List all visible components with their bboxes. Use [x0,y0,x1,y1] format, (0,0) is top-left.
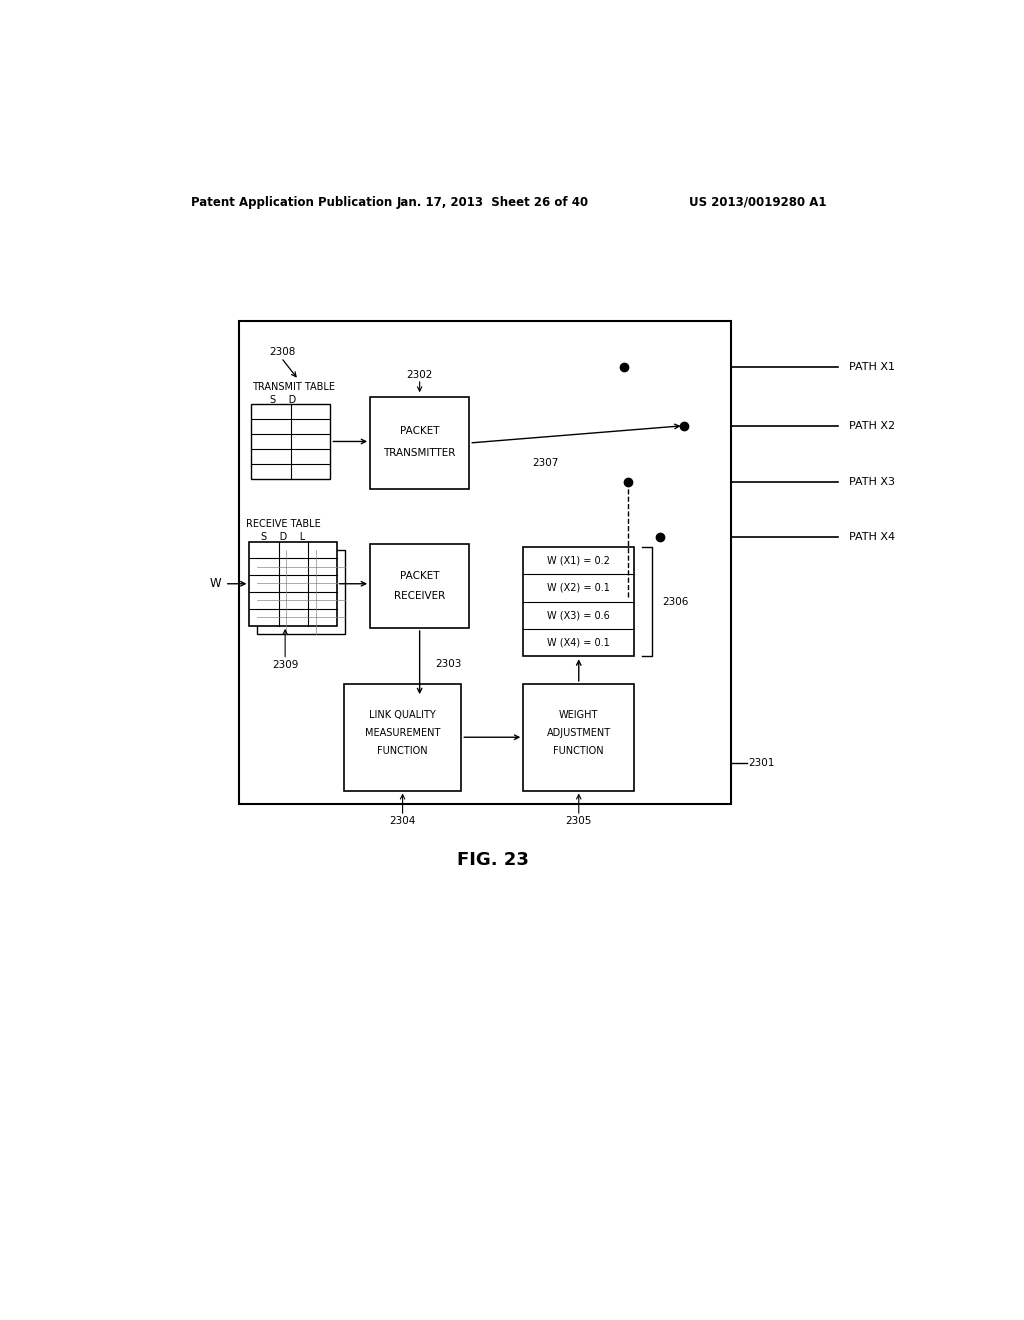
Text: 2302: 2302 [407,370,433,380]
Text: 2307: 2307 [532,458,559,469]
Text: TRANSMITTER: TRANSMITTER [383,449,456,458]
Text: PACKET: PACKET [400,426,439,436]
Bar [250,541,337,626]
Text: WEIGHT: WEIGHT [559,710,598,719]
Text: 2309: 2309 [272,660,298,669]
Text: S    D    L: S D L [261,532,306,541]
Bar [523,684,634,791]
Text: W (X3) = 0.6: W (X3) = 0.6 [548,610,610,620]
Text: PATH X3: PATH X3 [849,477,895,487]
Text: W (X4) = 0.1: W (X4) = 0.1 [548,638,610,648]
Text: 2305: 2305 [565,816,592,826]
Bar [344,684,461,791]
Text: PATH X1: PATH X1 [849,362,895,372]
Text: RECEIVE TABLE: RECEIVE TABLE [246,519,321,529]
Text: US 2013/0019280 A1: US 2013/0019280 A1 [689,195,826,209]
Bar [523,546,634,656]
Text: W (X1) = 0.2: W (X1) = 0.2 [547,556,610,565]
Text: 2303: 2303 [435,659,462,668]
Bar [240,321,731,804]
Text: PATH X2: PATH X2 [849,421,895,430]
Text: TRANSMIT TABLE: TRANSMIT TABLE [252,381,335,392]
Text: FUNCTION: FUNCTION [377,747,428,756]
Text: 2306: 2306 [663,597,688,607]
Text: W: W [210,577,221,590]
Bar [257,549,345,634]
Text: LINK QUALITY: LINK QUALITY [370,710,436,719]
Text: 2304: 2304 [389,816,416,826]
Text: PACKET: PACKET [400,570,439,581]
Text: MEASUREMENT: MEASUREMENT [365,729,440,738]
Text: FIG. 23: FIG. 23 [457,850,529,869]
Text: 2301: 2301 [749,758,775,768]
Text: S    D: S D [270,395,297,405]
Bar [251,404,331,479]
Text: Patent Application Publication: Patent Application Publication [191,195,393,209]
Text: ADJUSTMENT: ADJUSTMENT [547,729,611,738]
Text: PATH X4: PATH X4 [849,532,895,541]
Text: RECEIVER: RECEIVER [394,591,445,601]
Bar [370,544,469,628]
Text: W (X2) = 0.1: W (X2) = 0.1 [547,583,610,593]
Text: FUNCTION: FUNCTION [553,747,604,756]
Text: 2308: 2308 [269,347,296,356]
Text: Jan. 17, 2013  Sheet 26 of 40: Jan. 17, 2013 Sheet 26 of 40 [397,195,589,209]
Bar [370,397,469,488]
